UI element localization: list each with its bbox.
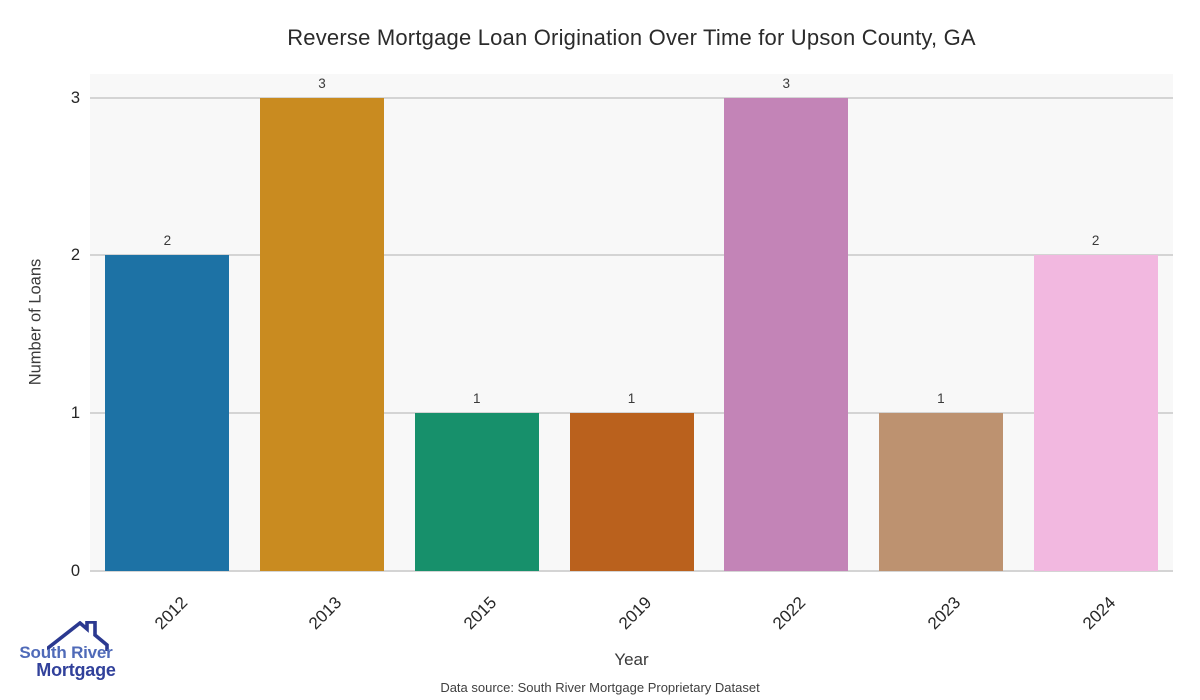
bar-value-label: 2 <box>1091 233 1100 249</box>
grid-line <box>90 570 1173 572</box>
y-tick-label: 3 <box>70 88 80 107</box>
x-axis-label: Year <box>614 650 649 669</box>
x-tick-label-2013: 2013 <box>305 593 346 634</box>
south-river-mortgage-logo: South River Mortgage <box>14 618 144 682</box>
plot-area: 2 3 1 1 3 1 2 <box>90 74 1173 572</box>
bar-value-label: 1 <box>937 391 945 407</box>
chart-title: Reverse Mortgage Loan Origination Over T… <box>287 25 976 50</box>
bar-value-label: 2 <box>163 233 172 249</box>
bar-value-label: 1 <box>627 391 636 407</box>
bar-2019 <box>569 413 694 571</box>
grid-line <box>90 96 1173 99</box>
bar-value-label: 3 <box>318 75 326 91</box>
y-tick-label: 2 <box>70 246 80 265</box>
bar-2022 <box>724 97 849 571</box>
x-tick-label-2012: 2012 <box>150 593 191 634</box>
bar-value-label: 1 <box>473 391 481 407</box>
house-roof-icon <box>47 621 109 651</box>
y-axis-label: Number of Loans <box>26 258 45 386</box>
y-tick-label: 1 <box>70 404 80 423</box>
x-tick-label-2023: 2023 <box>924 593 965 634</box>
data-source-note: Data source: South River Mortgage Propri… <box>440 680 760 695</box>
bar-2024 <box>1033 255 1158 571</box>
logo-text-line1: South River <box>19 643 113 662</box>
x-tick-label-2024: 2024 <box>1078 593 1120 634</box>
bar-2013 <box>260 97 385 571</box>
bar-2023 <box>878 413 1003 571</box>
bar-2012 <box>105 255 230 571</box>
bar-2015 <box>414 413 539 571</box>
x-tick-label-2022: 2022 <box>769 593 810 634</box>
x-tick-label-2019: 2019 <box>614 593 655 634</box>
bar-value-label: 3 <box>782 75 790 91</box>
grid-line <box>90 254 1173 257</box>
x-tick-label-2015: 2015 <box>460 593 501 634</box>
logo-text-line2: Mortgage <box>36 660 116 680</box>
y-tick-label: 0 <box>70 562 80 580</box>
